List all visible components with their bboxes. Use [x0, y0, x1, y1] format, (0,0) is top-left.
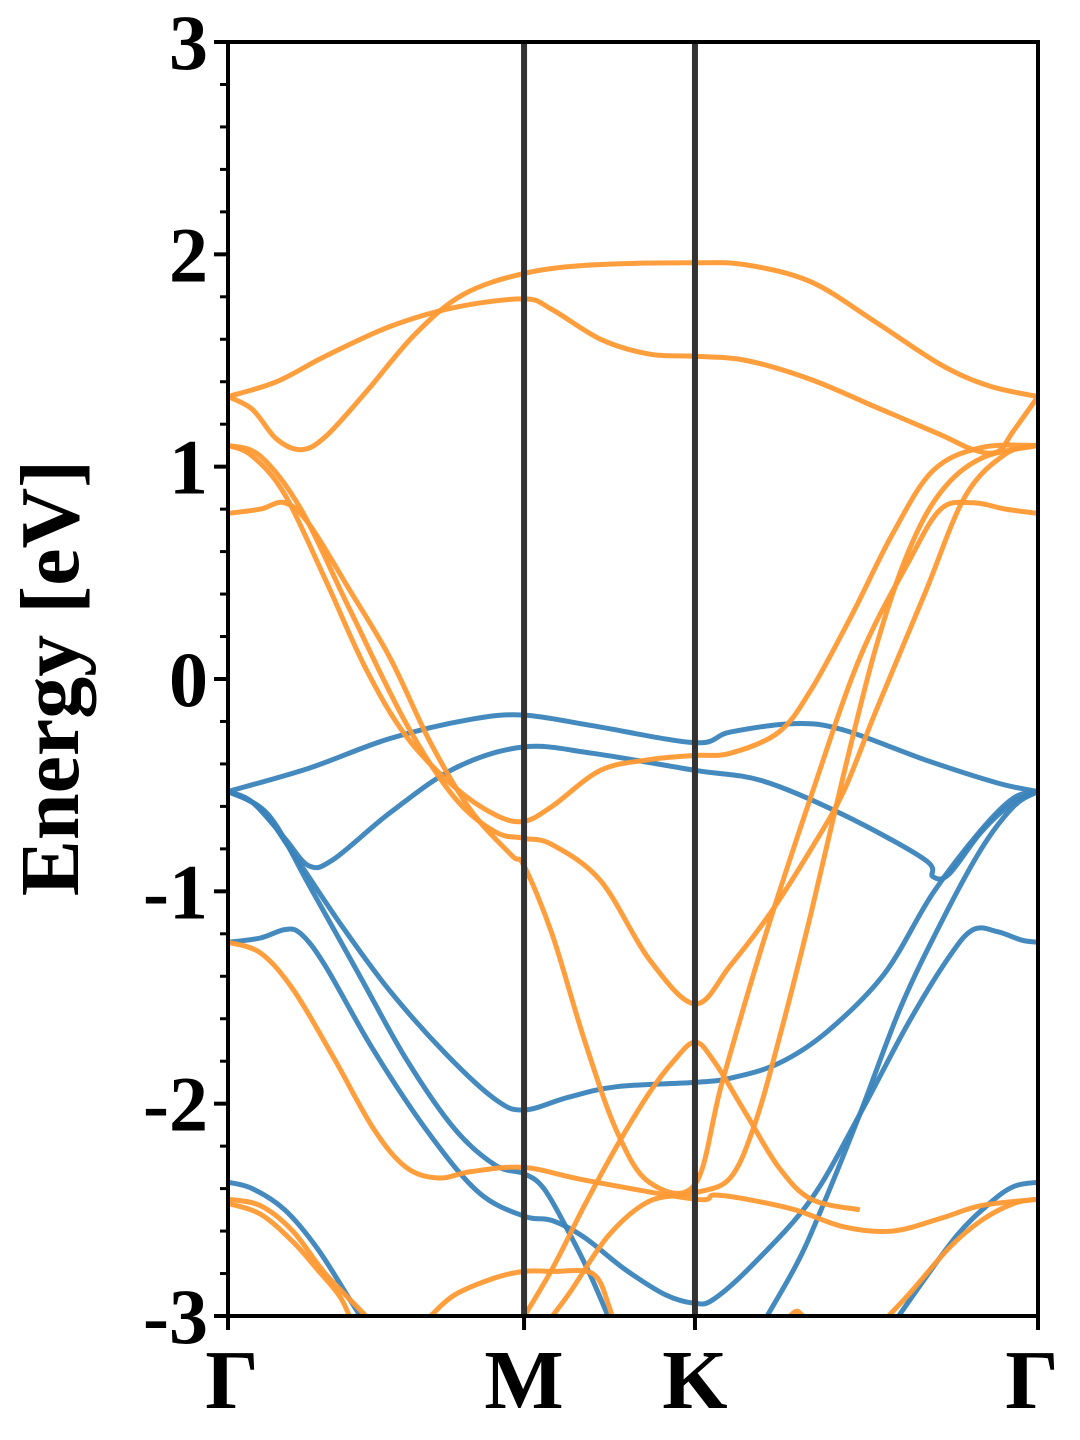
band-blue-4 — [764, 789, 1038, 1316]
band-blue-0 — [228, 712, 1038, 794]
x-tick-label: K — [662, 1334, 727, 1427]
band-lines — [228, 260, 1038, 1316]
band-orange-20 — [549, 442, 1038, 1316]
y-axis-label: Energy [eV] — [4, 460, 97, 896]
band-orange-13 — [228, 939, 1038, 1235]
y-tick-label: 0 — [169, 636, 208, 723]
band-orange-19 — [521, 1039, 861, 1316]
y-tick-label: -1 — [143, 848, 208, 935]
band-blue-2 — [228, 789, 1038, 1113]
x-tick-label: Γ — [1005, 1334, 1058, 1427]
plot-frame — [226, 40, 1040, 1318]
band-orange-16 — [884, 1196, 1038, 1316]
y-tick-label: 1 — [169, 424, 208, 511]
band-orange-15 — [228, 1201, 353, 1316]
x-tick-label: M — [484, 1334, 563, 1427]
y-ticks: 3 2 1 0 -1 -2 -3 — [143, 0, 228, 1360]
y-tick-label: 3 — [169, 0, 208, 86]
band-orange-8 — [228, 296, 1038, 456]
band-orange-9 — [228, 260, 1038, 453]
y-tick-label: -3 — [143, 1273, 208, 1360]
band-blue-6 — [228, 1179, 364, 1316]
band-blue-3 — [228, 789, 611, 1316]
y-tick-label: -2 — [143, 1061, 208, 1148]
band-blue-5 — [228, 925, 1038, 1307]
band-orange-17 — [428, 1267, 615, 1316]
band-orange-18 — [786, 1308, 808, 1316]
band-orange-10 — [228, 442, 1038, 825]
band-orange-11 — [228, 442, 1038, 1007]
x-tick-label: Γ — [205, 1334, 258, 1427]
band-blue-7 — [895, 1179, 1038, 1316]
band-blue-1 — [228, 743, 1038, 882]
band-orange-14 — [228, 1196, 370, 1316]
y-tick-label: 2 — [169, 211, 208, 298]
k-point-lines — [521, 42, 698, 1316]
